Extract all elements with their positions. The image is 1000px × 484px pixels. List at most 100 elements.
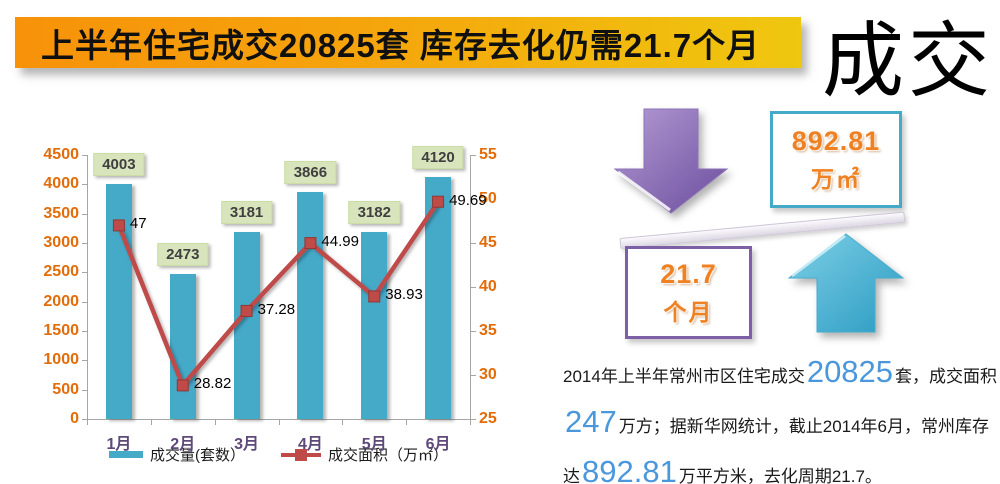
legend-item-area: 成交面积（万㎡）: [280, 444, 448, 465]
x-tick: [150, 420, 152, 425]
summary-paragraph: 2014年上半年常州市区住宅成交20825 套，成交面积 247 万方；据新华网统计…: [563, 350, 999, 484]
combo-chart: 成交量(套数） 成交面积（万㎡） 0 500 1000 1500 2000 2500 300…: [0, 100, 540, 484]
chart-bar: [169, 273, 196, 419]
line-path: [116, 200, 440, 390]
x-axis-label: 5月: [361, 436, 387, 453]
x-tick: [87, 420, 88, 425]
line-series: [112, 195, 445, 392]
line-marker: [112, 219, 125, 232]
x-tick: [470, 420, 471, 425]
y-tick-right: [471, 243, 476, 244]
up-arrow-icon: [787, 233, 905, 333]
y-axis-label-left: 1000: [43, 351, 79, 369]
line-value-label: 49.69: [449, 191, 487, 209]
y-tick-left: [82, 360, 87, 362]
y-tick-right: [471, 375, 476, 376]
chart-legend: 成交量(套数） 成交面积（万㎡）: [87, 444, 470, 465]
x-axis-label: 4月: [297, 436, 323, 453]
inventory-area-unit: 万㎡: [811, 165, 861, 192]
y-tick-right: [471, 287, 476, 288]
y-axis-label-right: 30: [479, 366, 497, 383]
line-value-label: 44.99: [321, 233, 359, 251]
y-axis-left: [87, 155, 88, 419]
x-axis: [87, 419, 471, 420]
down-arrow-icon: [613, 108, 729, 214]
y-axis-label-right: 25: [479, 410, 497, 427]
y-axis-label-right: 45: [479, 234, 497, 251]
depletion-period-unit: 个月: [663, 298, 714, 325]
bar-value-label: 3181: [220, 201, 273, 225]
summary-number-inventory: 892.81: [582, 454, 677, 484]
x-axis-label: 6月: [425, 436, 451, 453]
inventory-area-box: 892.81 万㎡: [770, 111, 902, 208]
y-axis-label-left: 1500: [43, 322, 79, 339]
y-axis-label-left: 2000: [43, 292, 79, 310]
legend-bar-label: 成交量(套数）: [149, 447, 245, 464]
bar-value-label: 3866: [284, 161, 337, 185]
line-marker: [432, 195, 445, 208]
chart-bar: [233, 232, 260, 419]
y-tick-right: [471, 155, 476, 156]
summary-line-1: 2014年上半年常州市区住宅成交20825 套，成交面积: [563, 350, 999, 400]
x-tick: [214, 420, 216, 425]
legend-item-volume: 成交量(套数）: [108, 444, 245, 465]
summary-text: 万平方米，去化周期21.7。: [678, 467, 882, 484]
summary-text: 2014年上半年常州市区住宅成交: [563, 367, 805, 386]
summary-text: 万方；据新华网统计，截止2014年6月，常州库存: [618, 417, 990, 436]
x-tick: [342, 420, 344, 425]
y-tick-left: [82, 155, 87, 156]
x-tick: [406, 420, 408, 425]
x-axis-label: 2月: [170, 436, 196, 453]
summary-text: 达: [563, 467, 580, 484]
summary-number-units: 20825: [806, 354, 894, 389]
summary-number-area: 247: [565, 404, 617, 439]
y-tick-left: [82, 213, 87, 215]
bar-value-label: 4003: [93, 153, 145, 177]
y-axis-label-left: 3000: [43, 234, 79, 251]
y-axis-label-right: 50: [479, 190, 497, 207]
line-value-label: 47: [129, 215, 147, 233]
y-axis-label-left: 2500: [43, 263, 79, 281]
y-tick-left: [82, 272, 87, 274]
y-axis-label-right: 55: [479, 146, 497, 163]
y-axis-label-right: 40: [479, 278, 497, 295]
y-axis-label-left: 0: [70, 410, 79, 427]
depletion-period-box: 21.7 个月: [625, 246, 752, 339]
line-value-label: 38.93: [385, 286, 423, 304]
y-tick-right: [471, 331, 476, 332]
y-tick-left: [82, 184, 87, 186]
y-tick-left: [82, 389, 87, 391]
line-marker: [304, 237, 317, 250]
y-axis-right: [470, 155, 471, 419]
line-marker: [176, 379, 189, 392]
y-tick-right: [471, 199, 476, 200]
line-marker: [240, 304, 253, 317]
y-axis-label-left: 4500: [43, 146, 79, 163]
y-tick-left: [82, 243, 87, 244]
summary-line-2: 247 万方；据新华网统计，截止2014年6月，常州库存: [563, 400, 999, 450]
y-tick-left: [82, 301, 87, 303]
bar-value-label: 4120: [412, 146, 464, 170]
y-axis-label-left: 500: [52, 380, 79, 398]
legend-line-marker: [294, 448, 307, 461]
watermark-text: 成交: [821, 16, 994, 107]
y-axis-label-right: 35: [479, 322, 497, 339]
x-tick: [278, 420, 280, 425]
y-axis-label-left: 4000: [43, 175, 79, 193]
banner-title: 上半年住宅成交20825套 库存去化仍需21.7个月: [41, 26, 761, 64]
y-tick-left: [82, 419, 87, 420]
y-tick-right: [471, 419, 476, 420]
depletion-period-value: 21.7: [660, 258, 717, 289]
summary-text: 套，成交面积: [895, 367, 998, 386]
y-axis-label-left: 3500: [43, 204, 79, 222]
summary-line-3: 达892.81 万平方米，去化周期21.7。: [563, 450, 999, 484]
chart-bar: [361, 232, 388, 419]
line-value-label: 28.82: [193, 375, 232, 393]
bar-value-label: 3182: [348, 201, 400, 225]
line-marker: [368, 290, 381, 303]
y-tick-left: [82, 331, 87, 332]
legend-line-label: 成交面积（万㎡）: [327, 447, 448, 464]
chart-bar: [297, 192, 324, 419]
line-value-label: 37.28: [257, 300, 296, 318]
